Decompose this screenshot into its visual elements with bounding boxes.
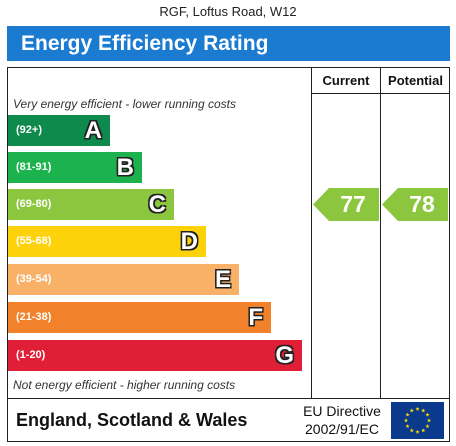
current-rating-arrow: 77 — [313, 188, 379, 221]
star-icon — [425, 412, 430, 417]
band-d: (55-68) D — [8, 226, 206, 257]
star-icon — [426, 418, 432, 423]
potential-rating-arrow-polygon — [382, 188, 448, 221]
band-f: (21-38) F — [8, 302, 271, 333]
header-row-divider — [311, 93, 450, 94]
band-a: (92+) A — [8, 115, 110, 146]
band-range-label: (55-68) — [16, 235, 52, 247]
band-letter: A — [84, 117, 102, 144]
eu-directive-line1: EU Directive — [303, 403, 381, 419]
current-column-header: Current — [322, 73, 370, 88]
chart-title-banner: Energy Efficiency Rating — [7, 26, 450, 61]
band-letter: D — [180, 228, 198, 255]
band-e: (39-54) E — [8, 264, 239, 295]
current-rating-arrow-shape — [313, 188, 379, 221]
star-icon — [409, 428, 414, 433]
potential-rating-arrow: 78 — [382, 188, 448, 221]
country-label: England, Scotland & Wales — [16, 410, 248, 430]
potential-column-header: Potential — [388, 73, 443, 88]
band-range-label: (69-80) — [16, 198, 52, 210]
star-icon — [421, 408, 426, 413]
band-range-label: (39-54) — [16, 273, 52, 285]
band-c: (69-80) C — [8, 189, 174, 220]
band-b: (81-91) B — [8, 152, 142, 183]
band-range-label: (92+) — [16, 124, 42, 136]
star-icon — [405, 424, 410, 429]
property-address: RGF, Loftus Road, W12 — [159, 4, 297, 19]
band-letter: F — [248, 304, 263, 331]
star-icon — [425, 424, 430, 429]
eu-flag-icon — [391, 402, 444, 439]
star-icon — [409, 408, 414, 413]
star-icon — [415, 429, 420, 434]
footer-frame — [7, 398, 450, 442]
star-icon — [405, 412, 410, 417]
band-g: (1-20) G — [8, 340, 302, 371]
band-letter: G — [275, 342, 294, 369]
eu-directive-line2: 2002/91/EC — [305, 421, 379, 437]
band-range-label: (21-38) — [16, 311, 52, 323]
top-note: Very energy efficient - lower running co… — [13, 97, 236, 111]
bottom-note: Not energy efficient - higher running co… — [13, 378, 236, 392]
star-icon — [403, 418, 409, 423]
band-letter: E — [214, 266, 231, 293]
column-divider-potential — [380, 67, 381, 399]
band-letter: B — [116, 154, 134, 181]
star-icon — [415, 406, 420, 411]
current-rating-arrow-polygon — [313, 188, 379, 221]
potential-rating-arrow-shape — [382, 188, 448, 221]
star-icon — [421, 428, 426, 433]
band-range-label: (81-91) — [16, 161, 52, 173]
band-range-label: (1-20) — [16, 349, 46, 361]
band-letter: C — [148, 191, 166, 218]
column-divider-current — [311, 67, 312, 399]
potential-rating-arrow-value: 78 — [409, 191, 435, 217]
current-rating-arrow-value: 77 — [340, 191, 366, 217]
eu-directive-label: EU Directive 2002/91/EC — [296, 402, 388, 438]
